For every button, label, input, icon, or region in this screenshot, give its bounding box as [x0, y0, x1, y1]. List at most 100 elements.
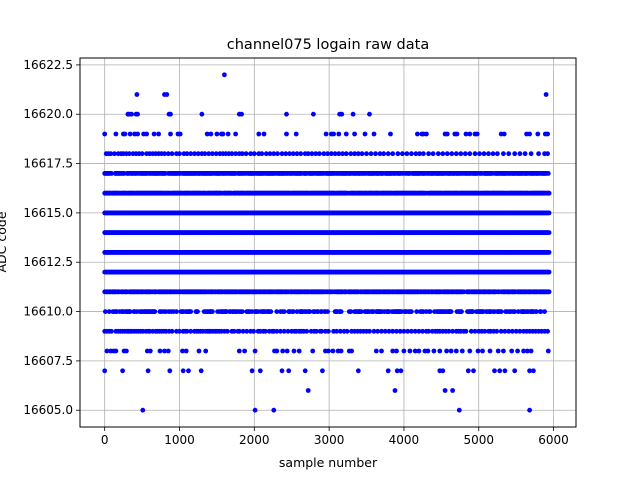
data-point — [183, 348, 189, 354]
data-point — [398, 368, 404, 374]
data-point — [462, 151, 468, 157]
data-point — [214, 131, 220, 137]
data-point — [168, 131, 173, 137]
data-point — [453, 151, 459, 157]
data-point — [134, 92, 140, 97]
data-point — [409, 151, 414, 157]
data-point — [494, 328, 500, 334]
data-point — [440, 368, 446, 374]
data-point — [368, 151, 374, 157]
data-point — [157, 348, 163, 354]
data-point — [208, 131, 214, 137]
data-point — [243, 151, 249, 157]
data-point — [252, 348, 258, 354]
data-point — [139, 151, 145, 157]
data-point — [256, 131, 262, 137]
data-point — [325, 309, 330, 314]
data-point — [545, 328, 550, 334]
data-point — [129, 111, 135, 117]
data-point — [501, 151, 506, 157]
data-point — [113, 348, 119, 354]
data-point — [281, 309, 287, 314]
y-tick-label: 16615.0 — [23, 206, 73, 220]
chart-title: channel075 logain raw data — [227, 37, 429, 53]
data-point — [331, 131, 336, 137]
data-point — [472, 151, 478, 157]
data-point — [515, 348, 520, 354]
data-point — [467, 131, 473, 137]
data-point — [268, 309, 274, 314]
y-tick-label: 16620.0 — [23, 107, 73, 121]
data-point — [546, 289, 552, 295]
data-point — [449, 151, 455, 157]
data-point — [373, 151, 378, 157]
data-point — [459, 348, 465, 354]
data-point — [480, 348, 485, 354]
data-point — [326, 348, 331, 354]
data-point — [251, 151, 257, 157]
x-tick-label: 1000 — [164, 433, 195, 447]
data-point — [512, 309, 518, 314]
data-point — [444, 131, 450, 137]
data-point — [127, 131, 133, 137]
data-point — [364, 151, 369, 157]
data-point — [425, 348, 431, 354]
data-point — [147, 348, 153, 354]
data-point — [456, 407, 462, 413]
data-point — [379, 348, 384, 354]
data-point — [373, 348, 379, 354]
data-point — [538, 309, 544, 314]
data-point — [535, 131, 541, 137]
data-point — [497, 368, 503, 374]
x-tick-label: 3000 — [314, 433, 345, 447]
data-point — [352, 131, 357, 137]
data-point — [152, 309, 158, 314]
data-point — [506, 151, 512, 157]
data-point — [338, 309, 344, 314]
data-point — [475, 348, 481, 354]
data-point — [261, 131, 267, 137]
data-point — [169, 328, 175, 334]
data-point — [310, 348, 316, 354]
x-tick-label: 6000 — [538, 433, 569, 447]
data-point — [103, 309, 108, 314]
data-point — [481, 151, 487, 157]
data-point — [388, 131, 393, 137]
data-point — [495, 348, 501, 354]
data-point — [330, 348, 336, 354]
data-point — [188, 309, 194, 314]
data-point — [440, 151, 446, 157]
data-point — [348, 309, 354, 314]
data-point — [180, 368, 186, 374]
data-point — [174, 309, 179, 314]
data-point — [320, 368, 325, 374]
data-point — [546, 210, 552, 216]
data-point — [471, 368, 476, 374]
data-point — [414, 309, 420, 314]
data-point — [251, 328, 256, 334]
data-point — [528, 348, 534, 354]
data-point — [113, 131, 119, 137]
data-point — [120, 368, 125, 374]
data-point — [186, 368, 191, 374]
data-point — [350, 111, 356, 117]
data-point — [437, 348, 443, 354]
data-point — [453, 348, 459, 354]
data-point — [486, 151, 491, 157]
data-point — [512, 368, 518, 374]
data-point — [430, 151, 436, 157]
data-point — [385, 368, 391, 374]
data-point — [355, 368, 361, 374]
data-point — [394, 348, 399, 354]
data-points — [102, 72, 552, 413]
data-point — [271, 407, 277, 413]
data-point — [531, 368, 536, 374]
data-point — [501, 348, 506, 354]
data-point — [279, 368, 285, 374]
data-point — [470, 309, 476, 314]
data-point — [280, 348, 286, 354]
data-point — [195, 309, 200, 314]
data-point — [343, 151, 349, 157]
data-point — [296, 348, 302, 354]
